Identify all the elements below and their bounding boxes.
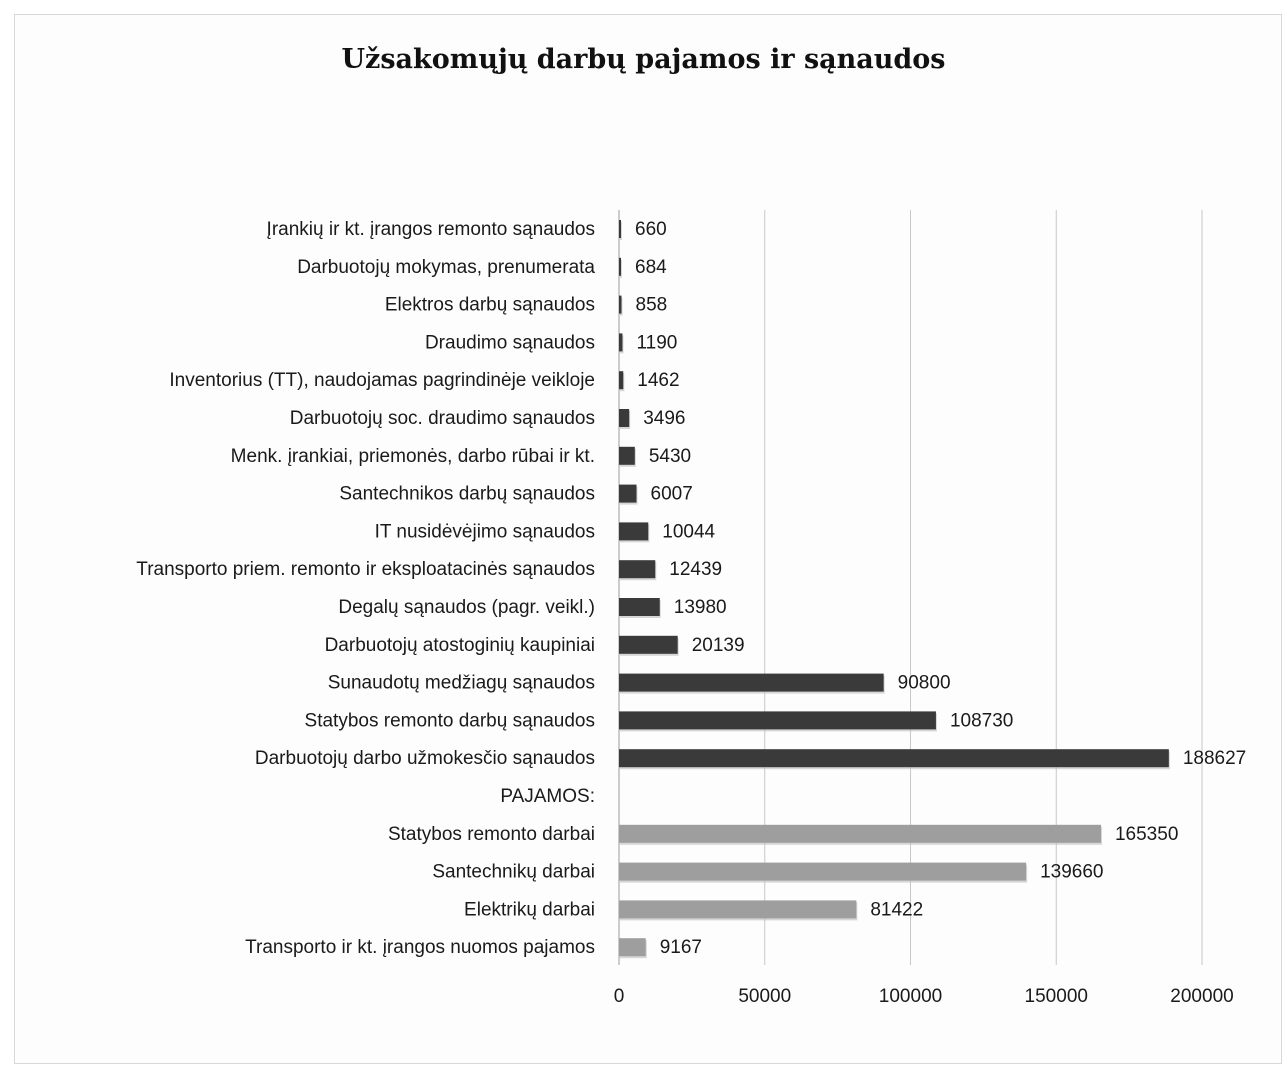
category-label: Santechnikų darbai [432,862,595,883]
data-label: 660 [635,219,667,240]
category-label: Degalų sąnaudos (pagr. veikl.) [338,597,595,618]
category-label: Įrankių ir kt. įrangos remonto sąnaudos [267,219,595,240]
data-label: 6007 [651,484,693,505]
data-label: 20139 [692,635,745,656]
bar [619,711,936,730]
category-label: Sunaudotų medžiagų sąnaudos [328,673,595,694]
bar [619,598,660,616]
category-label: Transporto ir kt. įrangos nuomos pajamos [245,937,595,958]
x-tick-label: 50000 [738,986,791,1007]
label-layer: Įrankių ir kt. įrangos remonto sąnaudos 6… [136,219,1246,958]
bar [619,446,635,465]
category-label: Santechnikos darbų sąnaudos [339,484,595,505]
bar [619,673,884,692]
bar-layer [619,220,1170,959]
data-label: 108730 [950,710,1013,731]
bar [619,295,622,314]
chart-title: Užsakomųjų darbų pajamos ir sąnaudos [341,44,946,75]
category-label: Darbuotojų soc. draudimo sąnaudos [290,408,595,429]
data-label: 1462 [637,370,679,391]
data-label: 5430 [649,446,691,467]
bar [619,333,623,352]
category-label: Menk. įrankiai, priemonės, darbo rūbai i… [231,446,595,467]
bar [619,749,1169,768]
data-label: 1190 [636,332,677,353]
section-header-label: PAJAMOS: [500,786,595,807]
bar [619,560,656,579]
bar [619,635,678,654]
category-label: Statybos remonto darbų sąnaudos [305,710,595,731]
bar [619,484,637,503]
data-label: 12439 [669,559,722,580]
category-label: Inventorius (TT), naudojamas pagrindinėj… [169,370,595,391]
category-label: Transporto priem. remonto ir eksploataci… [136,559,595,580]
bar [619,409,630,427]
bar [619,862,1027,881]
data-label: 188627 [1183,748,1246,769]
category-label: Elektrikų darbai [464,899,595,920]
category-label: Darbuotojų darbo užmokesčio sąnaudos [255,748,595,769]
bar [619,371,624,390]
bar [619,824,1101,843]
data-label: 81422 [870,899,923,920]
data-label: 10044 [662,521,715,542]
data-label: 858 [636,295,668,316]
data-label: 90800 [898,673,951,694]
data-label: 3496 [643,408,685,429]
grid-layer [618,210,1203,965]
category-label: Statybos remonto darbai [388,824,595,845]
x-axis-ticks: 0 50000 100000 150000 200000 [614,986,1234,1007]
bar [619,522,649,541]
data-label: 13980 [674,597,727,618]
x-tick-label: 150000 [1025,986,1088,1007]
bar [619,938,646,957]
data-label: 139660 [1040,862,1103,883]
category-label: Elektros darbų sąnaudos [385,295,595,316]
data-label: 165350 [1115,824,1178,845]
data-label: 684 [635,257,667,278]
bar [619,220,621,238]
category-label: Darbuotojų mokymas, prenumerata [297,257,595,278]
data-label: 9167 [660,937,702,958]
x-tick-label: 0 [614,986,625,1007]
x-tick-label: 200000 [1170,986,1233,1007]
bar [619,900,857,919]
bar [619,257,621,276]
x-tick-label: 100000 [879,986,942,1007]
category-label: Draudimo sąnaudos [425,332,595,353]
category-label: Darbuotojų atostoginių kaupiniai [325,635,595,656]
category-label: IT nusidėvėjimo sąnaudos [375,521,595,542]
